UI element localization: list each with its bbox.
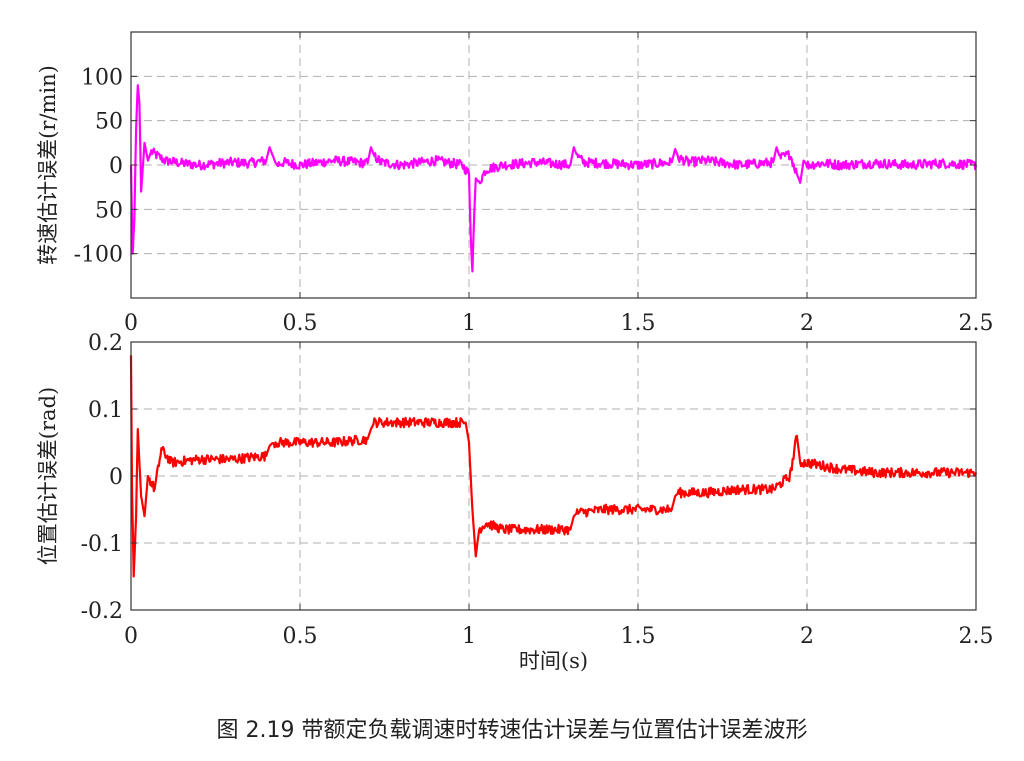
y-tick-label: -0.1 (81, 532, 123, 557)
x-tick-label: 2 (800, 624, 814, 649)
y-tick-label: 0.1 (88, 398, 123, 423)
x-tick-label: 1 (462, 311, 476, 336)
y-tick-label: 50 (95, 110, 123, 135)
x-tick-label: 0.5 (283, 311, 318, 336)
x-tick-label: 1.5 (621, 624, 656, 649)
y-tick-label: 0.2 (88, 331, 123, 356)
x-tick-label: 2.5 (959, 311, 994, 336)
figure-caption: 图 2.19 带额定负载调速时转速估计误差与位置估计误差波形 (216, 718, 808, 743)
y-axis-label: 转速估计误差(r/min) (36, 65, 60, 265)
x-tick-label: 1 (462, 624, 476, 649)
x-tick-label: 2 (800, 311, 814, 336)
y-axis-label: 位置估计误差(rad) (36, 387, 60, 565)
x-tick-label: 0 (124, 624, 138, 649)
y-tick-label: 0 (109, 154, 123, 179)
y-tick-label: 50 (95, 198, 123, 223)
speed-error-chart: 0 0.5 1 1.5 2 2.5 100 50 0 50 -100 转速估计误差(r/min) (36, 31, 994, 336)
x-axis-label: 时间(s) (519, 649, 588, 673)
series-line (129, 84, 978, 273)
y-tick-label: -100 (74, 243, 123, 268)
x-tick-label: 2.5 (959, 624, 994, 649)
x-tick-label: 0 (124, 311, 138, 336)
series-line (129, 355, 978, 578)
y-tick-label: -0.2 (81, 599, 123, 624)
position-error-chart: 0 0.5 1 1.5 2 2.5 0.2 0.1 0 -0.1 -0.2 位置估计误差(rad) 时间… (36, 331, 994, 673)
x-tick-label: 0.5 (283, 624, 318, 649)
y-tick-label: 100 (81, 65, 123, 90)
y-tick-label: 0 (109, 465, 123, 490)
x-tick-label: 1.5 (621, 311, 656, 336)
